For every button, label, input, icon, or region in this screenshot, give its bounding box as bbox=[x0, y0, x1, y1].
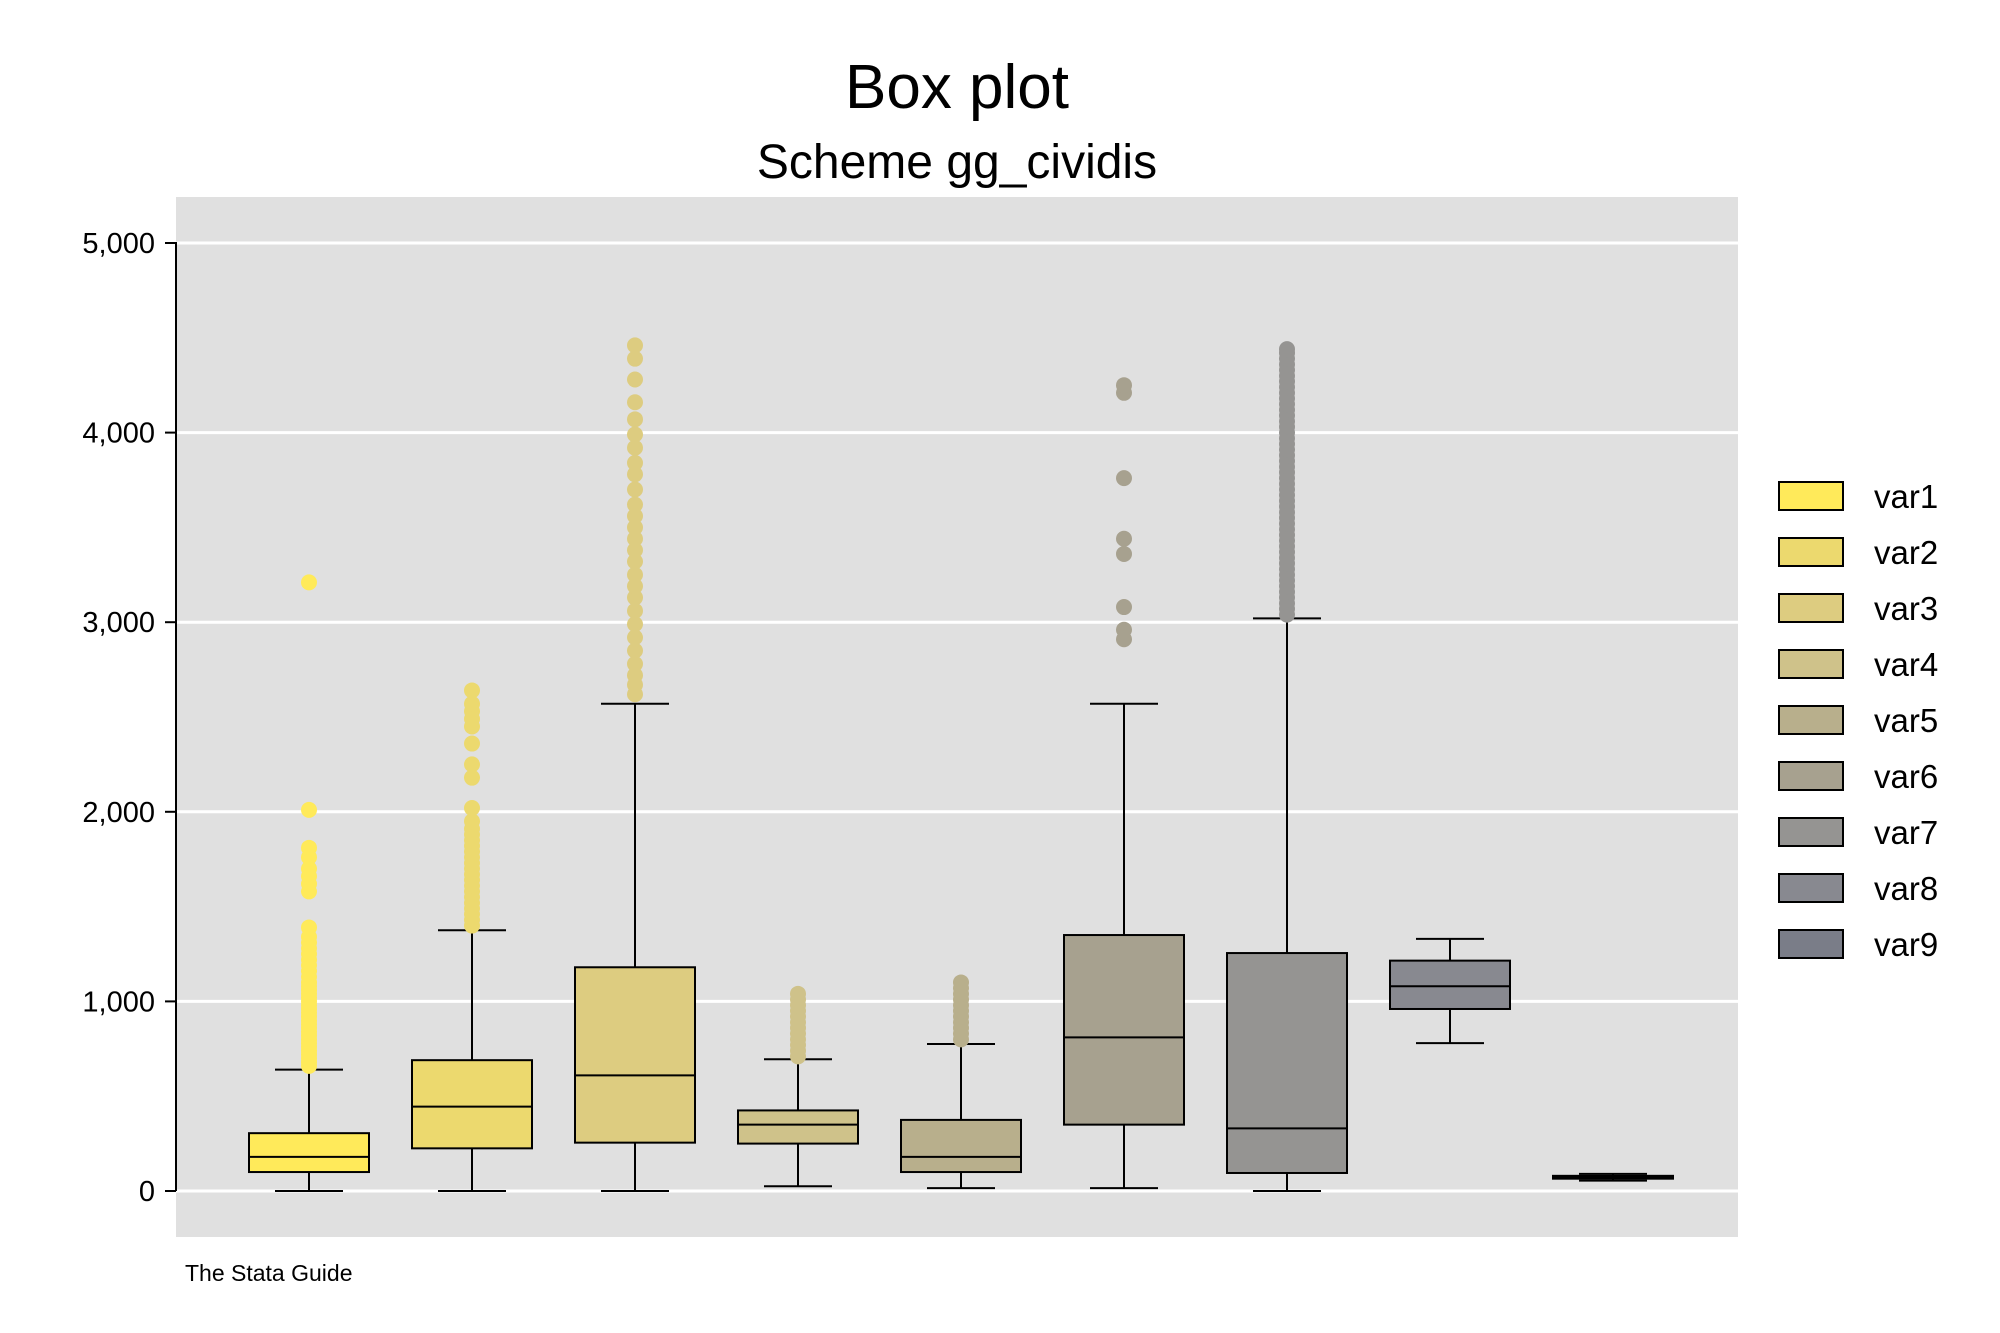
legend-swatch-var2 bbox=[1778, 537, 1844, 567]
legend-swatch-var4 bbox=[1778, 649, 1844, 679]
legend-label-var4: var4 bbox=[1874, 646, 1938, 683]
outlier-var3-13 bbox=[627, 530, 643, 547]
legend: var1 var2 var3 var4 var5 var6 var7 var8 var9 bbox=[1778, 478, 1938, 963]
legend-label-var1: var1 bbox=[1874, 478, 1938, 515]
outlier-var3-6 bbox=[627, 616, 643, 633]
outlier-var1-37 bbox=[301, 839, 317, 856]
outlier-var6-1 bbox=[1116, 621, 1132, 638]
legend-swatch-var8 bbox=[1778, 873, 1844, 903]
outlier-var1-31 bbox=[301, 919, 317, 936]
outlier-var1-39 bbox=[301, 574, 317, 591]
iqr-box-var4 bbox=[737, 1109, 859, 1145]
iqr-box-var5 bbox=[900, 1118, 1022, 1174]
outlier-var5-10 bbox=[953, 974, 969, 991]
outlier-var3-3 bbox=[627, 655, 643, 672]
outlier-var3-15 bbox=[627, 508, 643, 525]
box-var5 bbox=[900, 974, 1022, 1190]
box-var3 bbox=[574, 337, 696, 1192]
iqr-box-var3 bbox=[574, 966, 696, 1144]
iqr-box-var1 bbox=[248, 1132, 370, 1174]
outlier-var3-14 bbox=[627, 519, 643, 536]
outlier-var3-21 bbox=[627, 426, 643, 443]
outlier-var3-11 bbox=[627, 553, 643, 570]
legend-label-var3: var3 bbox=[1874, 590, 1938, 627]
outlier-var1-38 bbox=[301, 801, 317, 818]
outlier-var3-17 bbox=[627, 481, 643, 498]
outlier-var2-20 bbox=[464, 769, 480, 786]
iqr-box-var8 bbox=[1389, 959, 1511, 1010]
chart-title: Box plot bbox=[845, 53, 1069, 122]
box-var2 bbox=[411, 682, 533, 1192]
grid-lines bbox=[176, 241, 1738, 1193]
iqr-box-var6 bbox=[1063, 934, 1185, 1126]
legend-swatch-var7 bbox=[1778, 817, 1844, 847]
y-tick-label-3000: 3,000 bbox=[82, 607, 155, 639]
chart-note: The Stata Guide bbox=[185, 1260, 353, 1286]
outlier-var3-19 bbox=[627, 454, 643, 471]
outlier-var3-2 bbox=[627, 667, 643, 684]
iqr-box-var7 bbox=[1226, 952, 1348, 1174]
y-tick-label-5000: 5,000 bbox=[82, 228, 155, 260]
legend-swatch-var3 bbox=[1778, 593, 1844, 623]
box-var4 bbox=[737, 985, 859, 1188]
y-tick-label-2000: 2,000 bbox=[82, 797, 155, 829]
legend-swatch-var6 bbox=[1778, 761, 1844, 791]
outlier-var3-10 bbox=[627, 566, 643, 583]
plot-area bbox=[176, 197, 1738, 1237]
outlier-var3-12 bbox=[627, 542, 643, 559]
legend-label-var7: var7 bbox=[1874, 814, 1938, 851]
outlier-var6-2 bbox=[1116, 599, 1132, 616]
y-tick-label-1000: 1,000 bbox=[82, 986, 155, 1018]
outlier-var3-18 bbox=[627, 466, 643, 483]
outlier-var3-25 bbox=[627, 350, 643, 367]
outlier-var7-47 bbox=[1279, 341, 1295, 358]
legend-swatch-var1 bbox=[1778, 481, 1844, 511]
box-var7 bbox=[1226, 341, 1348, 1192]
legend-swatch-var9 bbox=[1778, 929, 1844, 959]
outlier-var3-23 bbox=[627, 394, 643, 411]
legend-swatch-var5 bbox=[1778, 705, 1844, 735]
outlier-var3-9 bbox=[627, 578, 643, 595]
outlier-var3-4 bbox=[627, 642, 643, 659]
boxes bbox=[248, 337, 1674, 1192]
outlier-var3-16 bbox=[627, 496, 643, 513]
outlier-var3-26 bbox=[627, 337, 643, 354]
y-axis: 0 1,000 2,000 3,000 4,000 5,000 bbox=[82, 228, 176, 1208]
box-var9 bbox=[1552, 1172, 1674, 1182]
y-tick-label-4000: 4,000 bbox=[82, 418, 155, 450]
outlier-var6-7 bbox=[1116, 377, 1132, 394]
outlier-var6-5 bbox=[1116, 470, 1132, 487]
outlier-var3-24 bbox=[627, 371, 643, 388]
outlier-var3-5 bbox=[627, 629, 643, 646]
outlier-var3-20 bbox=[627, 439, 643, 456]
outlier-var3-7 bbox=[627, 602, 643, 619]
outlier-var2-26 bbox=[464, 695, 480, 712]
outlier-var3-22 bbox=[627, 411, 643, 428]
box-var1 bbox=[248, 574, 370, 1192]
legend-label-var6: var6 bbox=[1874, 758, 1938, 795]
outlier-var3-8 bbox=[627, 589, 643, 606]
iqr-box-var2 bbox=[411, 1059, 533, 1150]
chart-subtitle: Scheme gg_cividis bbox=[757, 136, 1157, 189]
box-var6 bbox=[1063, 377, 1185, 1190]
legend-label-var9: var9 bbox=[1874, 926, 1938, 963]
legend-label-var5: var5 bbox=[1874, 702, 1938, 739]
outlier-var1-35 bbox=[301, 860, 317, 877]
legend-label-var2: var2 bbox=[1874, 534, 1938, 571]
outlier-var6-4 bbox=[1116, 530, 1132, 547]
y-tick-label-0: 0 bbox=[139, 1176, 155, 1208]
legend-label-var8: var8 bbox=[1874, 870, 1938, 907]
box-var8 bbox=[1389, 937, 1511, 1045]
outlier-var4-11 bbox=[790, 985, 806, 1002]
outlier-var2-27 bbox=[464, 682, 480, 699]
outlier-var2-21 bbox=[464, 756, 480, 773]
outlier-var2-19 bbox=[464, 800, 480, 817]
outlier-var6-3 bbox=[1116, 545, 1132, 562]
outlier-var2-22 bbox=[464, 735, 480, 752]
outlier-var2-18 bbox=[464, 813, 480, 830]
